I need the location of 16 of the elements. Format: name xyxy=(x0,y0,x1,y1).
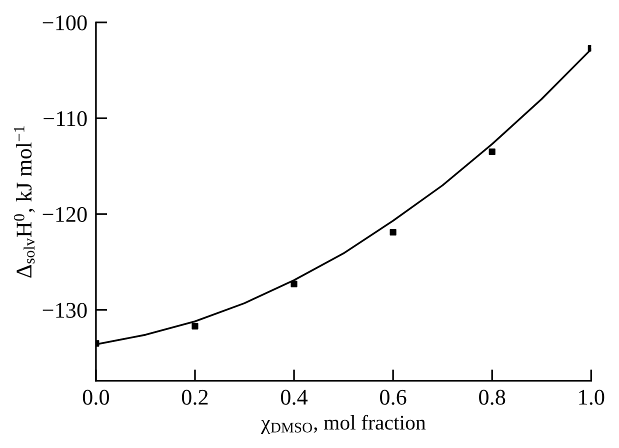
x-tick-label: 1.0 xyxy=(579,390,604,405)
y-axis-title: Δ$_{solv}$H$^{0}$, kJ mol$^{−1}$ xyxy=(14,126,35,278)
x-tick-label: 0.0 xyxy=(82,390,109,405)
point xyxy=(390,228,396,236)
point xyxy=(290,280,298,288)
x-axis-title: χ$_{DMSO}$, mol fraction xyxy=(261,414,426,434)
x-tick-label: 0.2 xyxy=(182,390,208,405)
y-tick-label: −110 xyxy=(44,111,87,126)
x-tick-label: 0.6 xyxy=(380,390,406,405)
x-tick-label: 0.8 xyxy=(479,390,506,405)
point xyxy=(488,148,496,156)
x-tick-label: 0.4 xyxy=(280,390,308,405)
point xyxy=(192,322,198,330)
y-tick-label: −120 xyxy=(42,206,87,222)
y-tick-label: −130 xyxy=(42,302,87,318)
y-tick-label: −100 xyxy=(42,15,87,30)
